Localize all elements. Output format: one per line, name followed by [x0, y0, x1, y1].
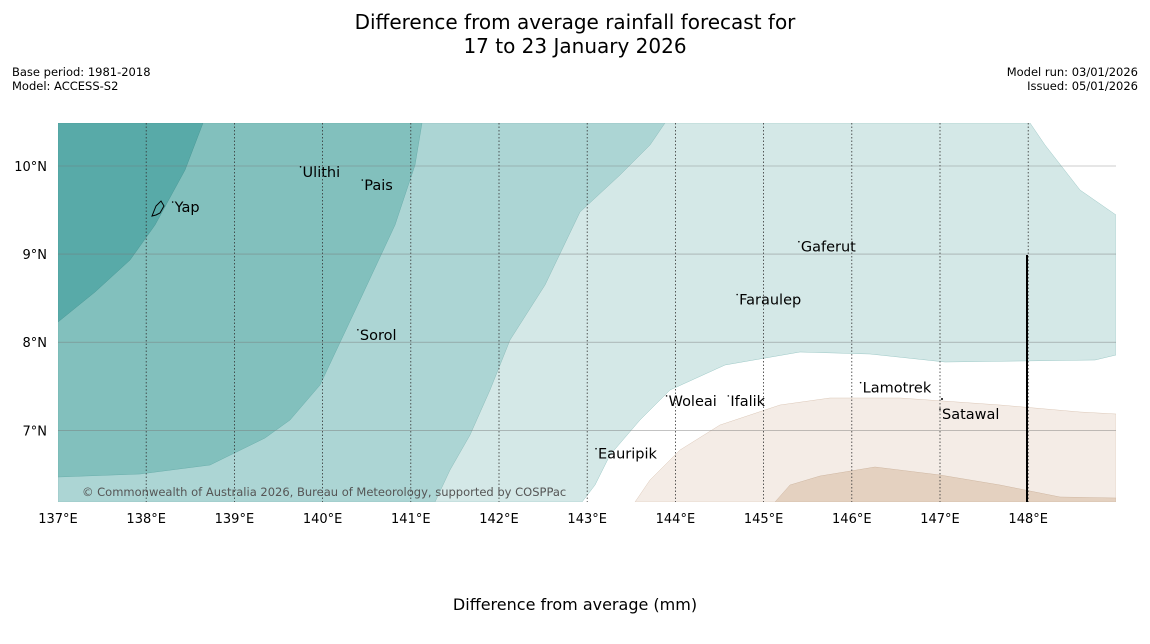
place-marker [361, 179, 364, 181]
place-marker [859, 381, 862, 384]
chart-title: Difference from average rainfall forecas… [0, 10, 1150, 58]
lat-tick-label: 9°N [23, 248, 48, 263]
place-label: Yap [174, 200, 200, 216]
place-label: Sorol [360, 328, 397, 344]
base-period: Base period: 1981-2018 [12, 65, 151, 79]
place-labels: Yap Ulithi Pais Sorol Gaferut Faraulep Woleai I… [171, 165, 999, 463]
contour-25-to-75 [58, 123, 204, 323]
title-line-1: Difference from average rainfall forecas… [354, 10, 796, 34]
place-marker [299, 166, 302, 168]
axis-labels: 137°E 138°E 139°E 140°E 141°E 142°E 143°E 144°E… [14, 160, 1048, 527]
contour-minus5-to-minus10 [774, 466, 1116, 502]
place-label: Satawal [942, 407, 999, 423]
place-label: Lamotrek [863, 381, 932, 397]
lon-tick-label: 139°E [215, 512, 255, 527]
lon-tick-label: 147°E [920, 512, 960, 527]
islet-marker [941, 398, 943, 400]
issued-date: Issued: 05/01/2026 [1027, 79, 1138, 93]
copyright-text: © Commonwealth of Australia 2026, Bureau… [82, 485, 566, 499]
lon-tick-label: 137°E [38, 512, 78, 527]
lon-tick-label: 148°E [1008, 512, 1048, 527]
lon-tick-label: 138°E [126, 512, 166, 527]
place-label: Gaferut [801, 240, 856, 256]
place-label: Eauripik [598, 447, 657, 463]
meta-left: Base period: 1981-2018 Model: ACCESS-S2 [12, 65, 151, 93]
map-grid [58, 123, 1116, 502]
lon-tick-label: 145°E [744, 512, 784, 527]
place-marker [727, 395, 730, 397]
yap-island-outline [151, 200, 165, 217]
lon-tick-label: 142°E [479, 512, 519, 527]
lon-tick-label: 144°E [656, 512, 696, 527]
lon-tick-label: 143°E [567, 512, 607, 527]
lat-tick-label: 7°N [23, 424, 48, 439]
forecast-map: Yap Ulithi Pais Sorol Gaferut Faraulep Woleai I… [14, 123, 1116, 527]
place-marker [736, 293, 738, 296]
place-label: Pais [364, 178, 393, 194]
place-marker [171, 201, 174, 203]
place-label: Ulithi [303, 165, 341, 181]
model-name: Model: ACCESS-S2 [12, 79, 119, 93]
lon-tick-label: 141°E [391, 512, 431, 527]
place-label: Ifalik [730, 394, 765, 410]
contour-minus1-to-minus5 [634, 397, 1116, 502]
lon-tick-label: 140°E [303, 512, 343, 527]
place-marker [798, 240, 800, 243]
place-label: Woleai [669, 394, 717, 410]
lon-tick-label: 146°E [832, 512, 872, 527]
place-marker [595, 447, 597, 450]
model-run: Model run: 03/01/2026 [1006, 65, 1138, 79]
place-marker [939, 408, 941, 410]
lat-tick-label: 10°N [14, 160, 47, 175]
colorbar-label: Difference from average (mm) [452, 595, 698, 614]
lat-tick-label: 8°N [23, 336, 48, 351]
meta-right: Model run: 03/01/2026 Issued: 05/01/2026 [1007, 65, 1138, 93]
place-marker [665, 395, 668, 397]
place-label: Faraulep [739, 293, 801, 309]
place-marker [357, 328, 359, 331]
title-line-2: 17 to 23 January 2026 [463, 34, 687, 58]
